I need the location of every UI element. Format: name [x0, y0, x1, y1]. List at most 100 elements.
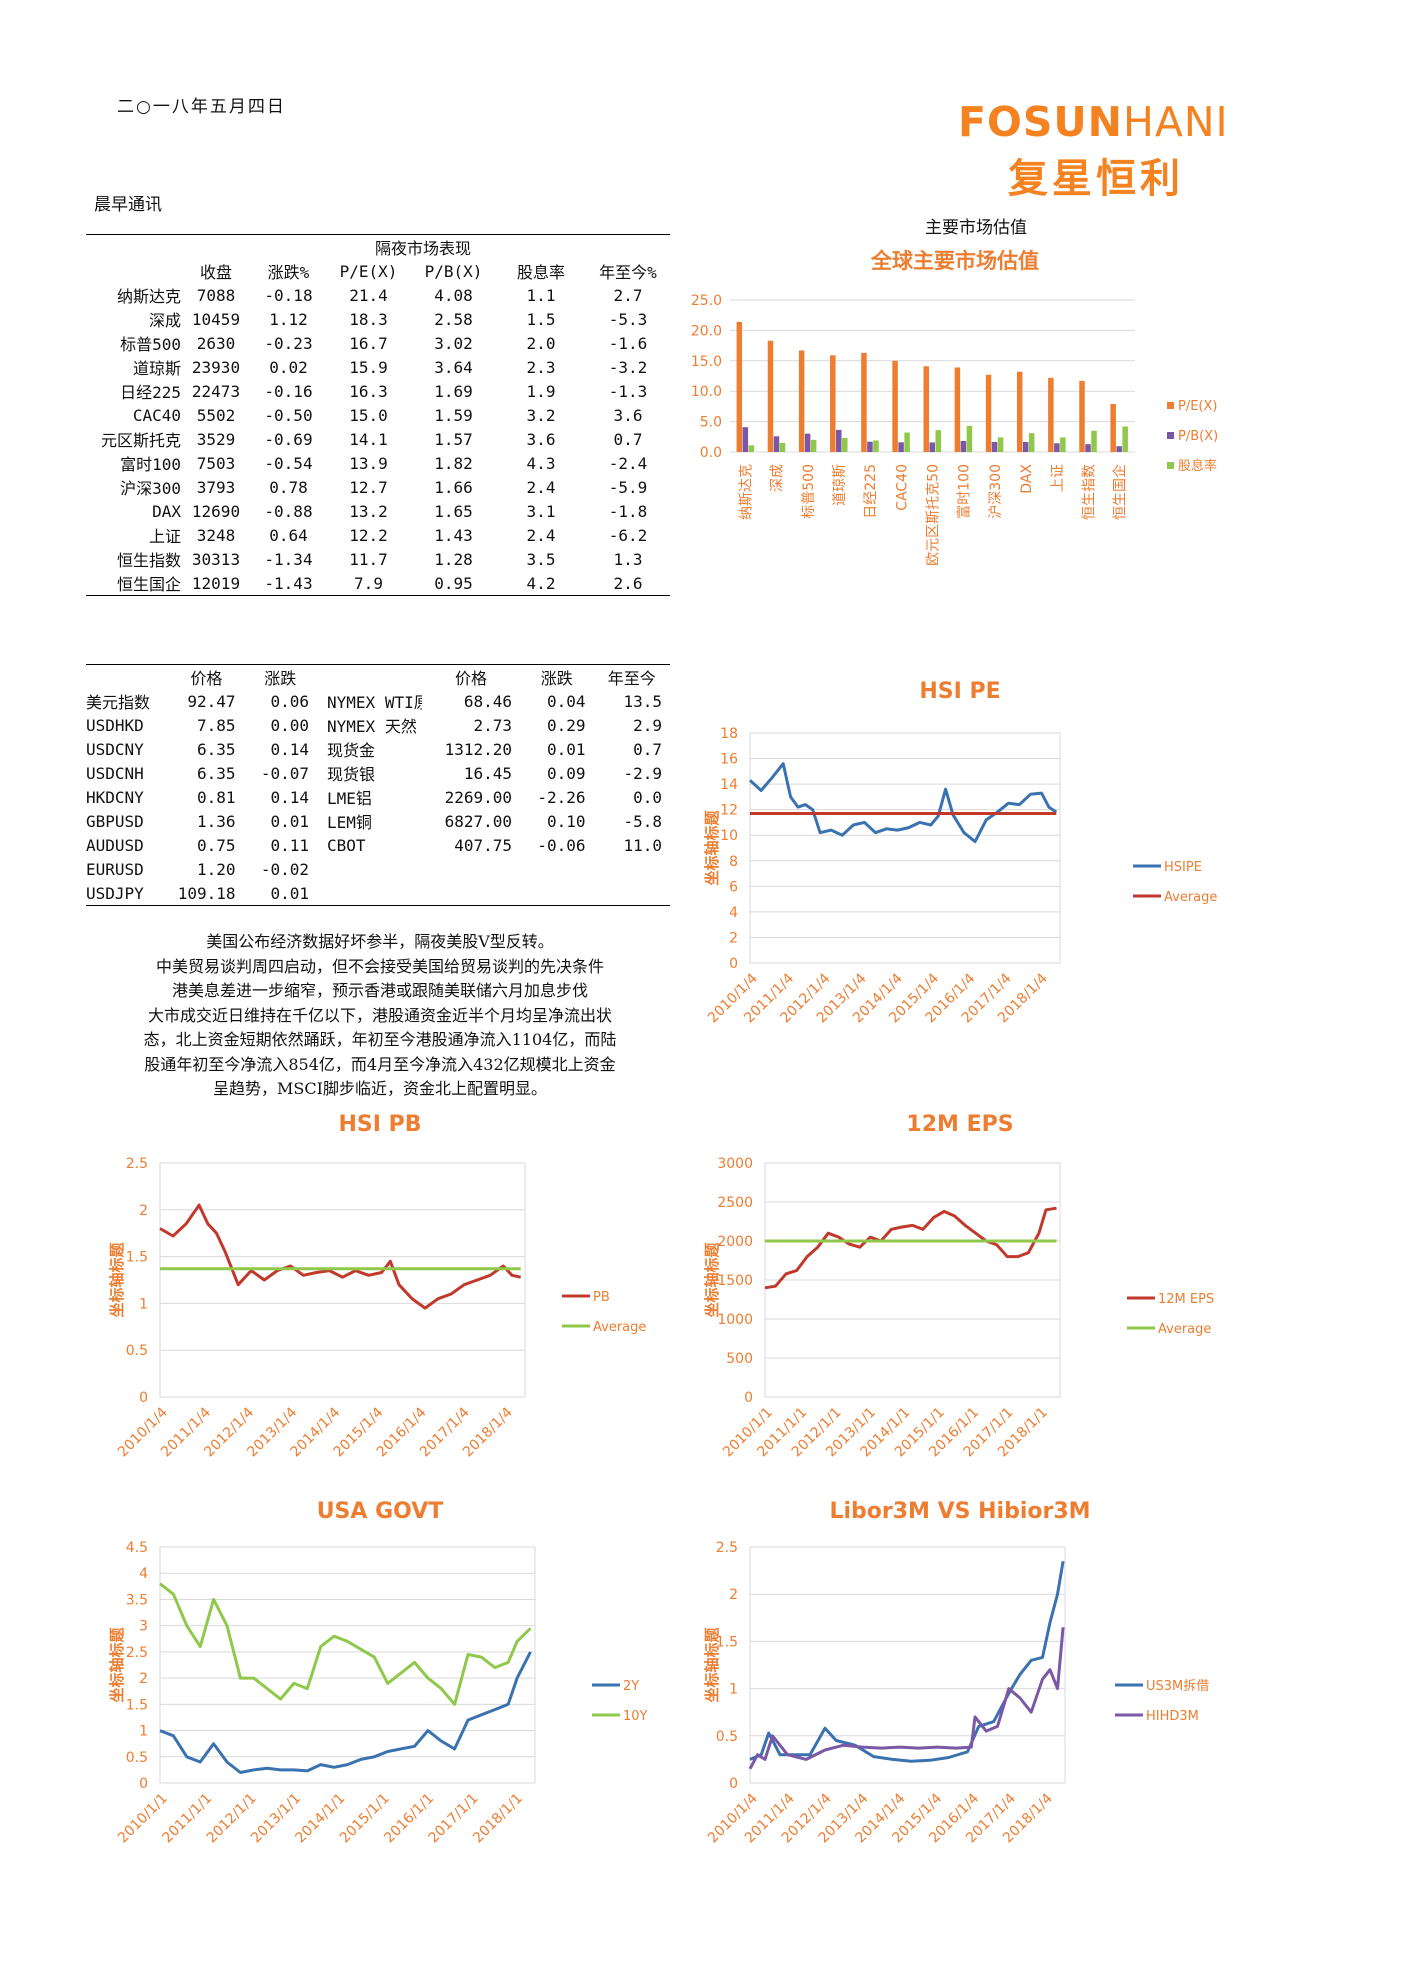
table-cell: 12.2 [349, 525, 388, 545]
y-tick-label: 1.5 [716, 1634, 738, 1650]
series-line [159, 1651, 532, 1774]
table-cell: -2.26 [537, 787, 586, 807]
table-cell: 16.3 [349, 381, 388, 401]
table-cell [422, 881, 520, 906]
bar [935, 430, 941, 452]
table-cell: -0.23 [264, 333, 313, 353]
table-cell: 6.35 [197, 763, 236, 783]
table-row: USDCNH 6.35 -0.07 现货银 16.45 0.09 -2.9 [86, 761, 670, 785]
legend-label: 12M EPS [1158, 1292, 1214, 1307]
table-cell: 22473 [191, 381, 241, 401]
instrument-name: AUDUSD [86, 835, 144, 855]
chart-title: HSI PB [339, 1112, 422, 1137]
table-cell: -0.07 [260, 763, 310, 783]
y-tick-label: 14 [720, 777, 738, 793]
table-cell [593, 881, 670, 906]
table-cell: -0.50 [264, 405, 313, 425]
bar [1110, 403, 1116, 452]
table-cell: 0.7 [633, 739, 662, 759]
column-header: 价格 [455, 669, 488, 688]
table-cell: 3.1 [526, 501, 556, 521]
table-cell: 109.18 [177, 883, 236, 903]
chart-title: HSI PE [919, 679, 1000, 704]
table-cell: 7503 [196, 453, 236, 473]
y-tick-label: 2 [139, 1203, 148, 1219]
legend-label: P/E(X) [1178, 399, 1217, 414]
commentary-line: 美国公布经济数据好坏参半，隔夜美股V型反转。 [206, 932, 554, 951]
instrument-name [317, 857, 422, 881]
logo-english: FOSUNHANI [958, 98, 1229, 146]
table-cell: 2.6 [613, 573, 643, 593]
legend-swatch [1167, 462, 1174, 469]
table-cell: 7088 [196, 285, 236, 305]
table-cell: -1.6 [608, 333, 648, 353]
table-cell: 14.1 [349, 429, 388, 449]
market-name: 道琼斯 [132, 359, 181, 378]
table-cell: 3.6 [526, 429, 556, 449]
market-name: 日经225 [120, 383, 181, 402]
commentary-line: 态，北上资金短期依然踊跃，年初至今港股通净流入1104亿，而陆 [143, 1030, 617, 1049]
x-tick-label: 纳斯达克 [739, 464, 755, 520]
table-row: CAC40 5502 -0.50 15.0 1.59 3.2 3.6 [86, 403, 670, 427]
table-cell [520, 857, 593, 881]
series-line [159, 1203, 522, 1310]
table-cell: 0.01 [270, 811, 310, 831]
bar [923, 366, 929, 452]
y-tick-label: 2.5 [126, 1645, 148, 1661]
table-cell: 0.11 [270, 835, 310, 855]
market-commentary: 美国公布经济数据好坏参半，隔夜美股V型反转。 中美贸易谈判周四启动，但不会接受美国… [88, 930, 672, 1102]
instrument-name: USDCNH [86, 763, 144, 783]
commentary-line: 港美息差进一步缩窄，预示香港或跟随美联储六月加息步伐 [171, 981, 588, 1000]
column-header: P/E(X) [339, 261, 398, 281]
bar [1016, 371, 1023, 452]
y-axis-title: 坐标轴标题 [108, 1242, 126, 1318]
chart-title: USA GOVT [317, 1499, 444, 1524]
chart-title: Libor3M VS Hibior3M [829, 1499, 1090, 1524]
table-cell: 7.9 [354, 573, 383, 593]
table-cell: 0.04 [546, 691, 586, 711]
table-cell: 0.81 [197, 787, 236, 807]
table-cell: 0.00 [270, 715, 310, 735]
logo-chinese: 复星恒利 [1008, 156, 1184, 202]
legend-label: Average [1158, 1322, 1211, 1337]
table-cell: -3.2 [608, 357, 648, 377]
table-row: 深成 10459 1.12 18.3 2.58 1.5 -5.3 [86, 307, 670, 331]
instrument-name: 现货银 [327, 765, 376, 784]
table-row: 富时100 7503 -0.54 13.9 1.82 4.3 -2.4 [86, 451, 670, 475]
market-name: 纳斯达克 [116, 287, 181, 306]
bar [836, 429, 842, 452]
y-tick-label: 1000 [717, 1312, 753, 1328]
market-name: 上证 [148, 527, 181, 546]
y-axis-title: 坐标轴标题 [108, 1627, 126, 1703]
series-line [748, 1627, 1065, 1770]
table-cell: 2630 [196, 333, 236, 353]
table-cell: -0.18 [264, 285, 313, 305]
legend-label: PB [593, 1290, 610, 1305]
hsi-pb-chart: HSI PB00.511.522.5坐标轴标题2010/1/42011/1/42… [108, 1112, 646, 1460]
table-cell: -2.9 [623, 763, 662, 783]
report-date: 二○一八年五月四日 [117, 97, 286, 117]
table-cell: 2.9 [633, 715, 662, 735]
table-cell: 3.6 [613, 405, 643, 425]
table-cell: -1.3 [608, 381, 648, 401]
table-cell: 0.01 [270, 883, 310, 903]
table-cell: 0.02 [269, 357, 308, 377]
bar [966, 425, 973, 452]
x-tick-label: 欧元区斯托克50 [926, 464, 942, 566]
table-cell: 2.4 [526, 477, 556, 497]
column-header: 股息率 [516, 263, 565, 282]
commentary-line: 股通年初至今净流入854亿，而4月至今净流入432亿规模北上资金 [144, 1054, 616, 1074]
table-cell: 407.75 [454, 835, 513, 855]
y-tick-label: 0.5 [716, 1729, 738, 1745]
bar [985, 374, 992, 452]
table-cell: 1.43 [434, 525, 473, 545]
y-tick-label: 0 [744, 1390, 753, 1406]
table-cell: 1.65 [434, 501, 473, 521]
legend-label: Average [593, 1320, 646, 1335]
table-cell: -0.88 [264, 501, 313, 521]
table-row: EURUSD 1.20 -0.02 [86, 857, 670, 881]
table-cell: 1.3 [613, 549, 643, 569]
bar [779, 442, 786, 452]
y-tick-label: 0 [139, 1390, 148, 1406]
table-cell: -1.34 [264, 549, 313, 569]
